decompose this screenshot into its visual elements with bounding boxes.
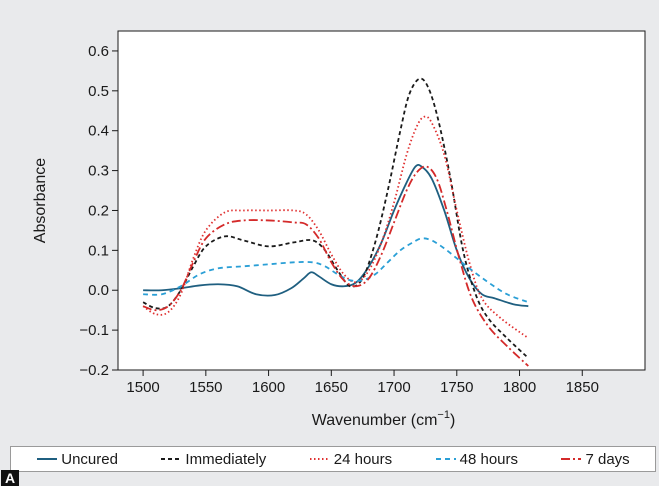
x-axis: 1500 1550 1600 1650 1700 1750 1800 1850 (126, 370, 599, 396)
series-line-immediately (142, 77, 529, 359)
legend-item-7-days: 7 days (560, 450, 630, 468)
y-tick-label: 0.6 (88, 43, 109, 60)
x-tick-label: 1600 (252, 379, 285, 396)
legend-swatch (309, 458, 330, 460)
x-axis-title-end: ) (450, 412, 455, 429)
y-tick-label: −0.1 (79, 322, 109, 339)
y-tick-label: 0.2 (88, 202, 109, 219)
series-layer (142, 77, 529, 367)
chart: −0.2 −0.1 0.0 0.1 0.2 0.3 0.4 0.5 0.6 1500 1550 16… (32, 30, 646, 429)
legend-item-24-hours: 24 hours (309, 451, 392, 468)
legend: Uncured Immediately 24 hours 48 hours 7 days (10, 446, 656, 472)
y-axis: −0.2 −0.1 0.0 0.1 0.2 0.3 0.4 0.5 0.6 (79, 43, 118, 379)
x-tick-label: 1700 (377, 379, 410, 396)
series-line-48-hours (143, 237, 529, 304)
legend-label: 24 hours (333, 450, 393, 468)
x-tick-label: 1850 (566, 379, 599, 396)
legend-item-uncured: Uncured (36, 451, 118, 468)
legend-swatch (561, 458, 582, 460)
y-tick-label: −0.2 (79, 362, 109, 379)
legend-label: Uncured (61, 450, 118, 468)
x-axis-title-main: Wavenumber (cm (312, 412, 438, 429)
y-tick-label: 0.4 (88, 123, 109, 140)
legend-item-48-hours: 48 hours (435, 451, 518, 468)
x-axis-title: Wavenumber (cm−1) (312, 409, 456, 429)
legend-swatch (37, 458, 58, 460)
legend-label: 7 days (585, 450, 630, 468)
x-axis-title-sup: −1 (437, 409, 450, 421)
y-tick-label: 0.0 (88, 282, 109, 299)
plot-area (117, 30, 646, 371)
legend-label: 48 hours (459, 450, 518, 468)
x-tick-label: 1750 (440, 379, 473, 396)
legend-swatch (161, 458, 182, 460)
y-axis-title: Absorbance (32, 158, 49, 243)
x-tick-label: 1500 (126, 379, 159, 396)
x-tick-label: 1550 (189, 379, 222, 396)
y-tick-label: 0.5 (88, 83, 109, 100)
panel-label: A (1, 470, 19, 486)
series-line-7-days (142, 165, 529, 367)
series-line-24-hours (142, 115, 529, 339)
legend-swatch (435, 458, 456, 460)
legend-item-immediately: Immediately (160, 451, 266, 468)
series-line-uncured (143, 163, 529, 308)
x-tick-label: 1650 (315, 379, 348, 396)
y-tick-label: 0.1 (88, 242, 109, 259)
x-tick-label: 1800 (503, 379, 536, 396)
legend-label: Immediately (185, 450, 267, 468)
y-tick-label: 0.3 (88, 163, 109, 180)
